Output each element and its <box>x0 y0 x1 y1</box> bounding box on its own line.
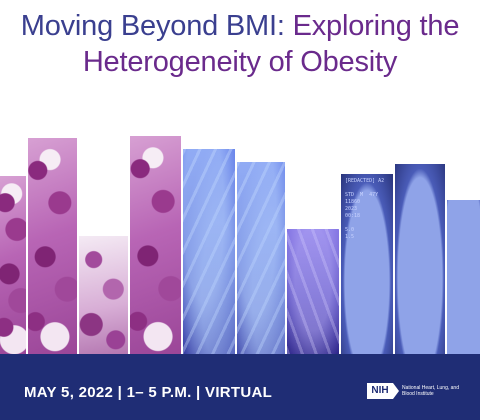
histology-bar-2 <box>26 138 79 354</box>
title-part-blue: Moving Beyond BMI: <box>20 10 293 42</box>
ct-scan-overlay-text: [REDACTED] A2 STD M 47Y 11860 2023 00:18… <box>345 178 385 240</box>
nih-logo: NIH National Heart, Lung, and Blood Inst… <box>367 383 462 399</box>
ct-scan-bar-3 <box>445 200 480 354</box>
ct-scan-bar-1: [REDACTED] A2 STD M 47Y 11860 2023 00:18… <box>339 174 395 354</box>
title-line-2: Heterogeneity of Obesity <box>82 46 398 78</box>
histology-bar-1 <box>0 176 28 354</box>
histology-bar-4 <box>128 136 183 354</box>
histology-bar-3 <box>77 236 130 354</box>
ct-scan-bar-2 <box>393 164 447 354</box>
banner-title: Moving Beyond BMI: Exploring the Heterog… <box>0 8 480 80</box>
dna-bar-1 <box>181 149 237 354</box>
event-date-time: MAY 5, 2022 | 1– 5 P.M. | VIRTUAL <box>24 384 273 401</box>
title-part-purple: Exploring the <box>292 10 460 42</box>
title-line-1: Moving Beyond BMI: Exploring the <box>0 8 480 44</box>
footer-band: MAY 5, 2022 | 1– 5 P.M. | VIRTUAL NIH Na… <box>0 354 480 420</box>
dna-bar-2 <box>235 162 287 354</box>
dna-bar-3 <box>285 229 341 354</box>
nih-logo-mark: NIH <box>367 383 399 399</box>
nih-logo-name: National Heart, Lung, and Blood Institut… <box>402 385 459 397</box>
